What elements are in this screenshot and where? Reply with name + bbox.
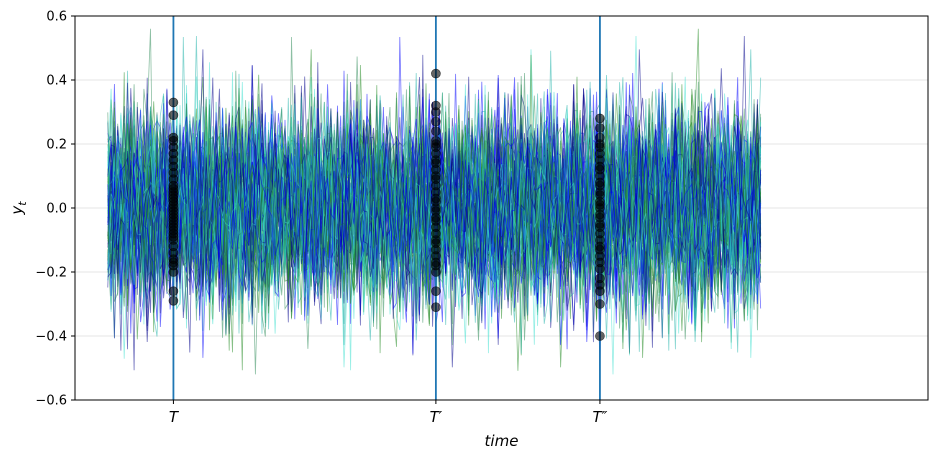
snapshot-point xyxy=(168,97,179,108)
y-tick-label: 0.0 xyxy=(46,202,67,217)
y-axis-label: yt xyxy=(8,201,29,216)
snapshot-point xyxy=(595,123,605,133)
y-tick-label: −0.6 xyxy=(35,394,67,409)
snapshot-point xyxy=(431,286,441,297)
snapshot-point xyxy=(431,68,441,79)
snapshot-point xyxy=(431,267,441,277)
snapshot-point xyxy=(595,263,605,274)
snapshot-point xyxy=(168,267,179,277)
snapshot-point xyxy=(595,286,605,297)
x-tick-label: T′ xyxy=(430,408,443,426)
snapshot-point xyxy=(168,110,179,120)
x-tick-label: T xyxy=(169,408,180,426)
y-tick-label: 0.2 xyxy=(46,138,67,153)
x-axis-ticks: T T′ T″ xyxy=(169,400,608,426)
y-tick-label: 0.4 xyxy=(46,74,67,89)
snapshot-point xyxy=(431,116,441,127)
snapshot-markers xyxy=(168,68,605,341)
x-axis-label: time xyxy=(485,432,519,450)
snapshot-point xyxy=(595,113,605,124)
snapshot-point xyxy=(168,286,179,297)
snapshot-point xyxy=(431,302,441,313)
y-axis-ticks: −0.6 −0.4 −0.2 0.0 0.2 0.4 0.6 xyxy=(35,10,75,409)
y-tick-label: 0.6 xyxy=(46,10,67,25)
snapshot-point xyxy=(595,299,605,309)
y-tick-label: −0.2 xyxy=(35,266,67,281)
snapshot-point xyxy=(431,126,441,136)
snapshot-point xyxy=(431,107,441,117)
x-tick-label: T″ xyxy=(593,408,608,426)
snapshot-point xyxy=(595,331,605,341)
y-tick-label: −0.4 xyxy=(35,330,67,345)
snapshot-point xyxy=(168,295,179,306)
